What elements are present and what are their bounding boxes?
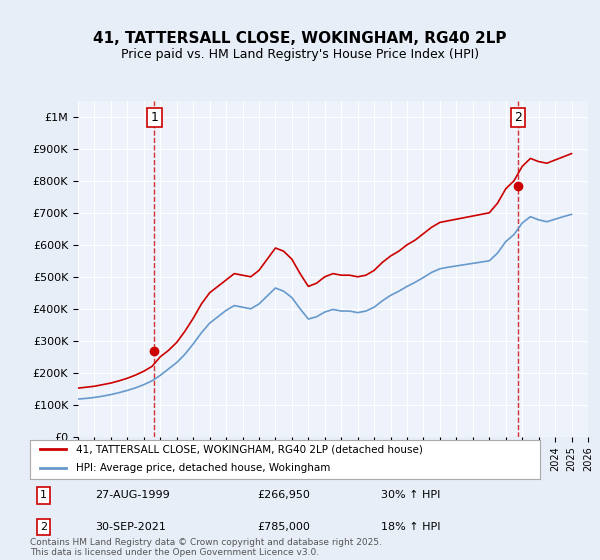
Text: 18% ↑ HPI: 18% ↑ HPI [381, 522, 440, 532]
Text: £785,000: £785,000 [257, 522, 310, 532]
Text: 2: 2 [514, 111, 522, 124]
Text: 41, TATTERSALL CLOSE, WOKINGHAM, RG40 2LP (detached house): 41, TATTERSALL CLOSE, WOKINGHAM, RG40 2L… [76, 445, 423, 454]
Text: Contains HM Land Registry data © Crown copyright and database right 2025.
This d: Contains HM Land Registry data © Crown c… [30, 538, 382, 557]
Text: 27-AUG-1999: 27-AUG-1999 [95, 490, 170, 500]
Text: Price paid vs. HM Land Registry's House Price Index (HPI): Price paid vs. HM Land Registry's House … [121, 48, 479, 60]
Text: HPI: Average price, detached house, Wokingham: HPI: Average price, detached house, Woki… [76, 463, 330, 473]
Text: 1: 1 [40, 490, 47, 500]
Text: £266,950: £266,950 [257, 490, 310, 500]
Text: 2: 2 [40, 522, 47, 532]
Text: 41, TATTERSALL CLOSE, WOKINGHAM, RG40 2LP: 41, TATTERSALL CLOSE, WOKINGHAM, RG40 2L… [93, 31, 507, 46]
Text: 30% ↑ HPI: 30% ↑ HPI [381, 490, 440, 500]
Text: 30-SEP-2021: 30-SEP-2021 [95, 522, 166, 532]
Text: 1: 1 [151, 111, 158, 124]
